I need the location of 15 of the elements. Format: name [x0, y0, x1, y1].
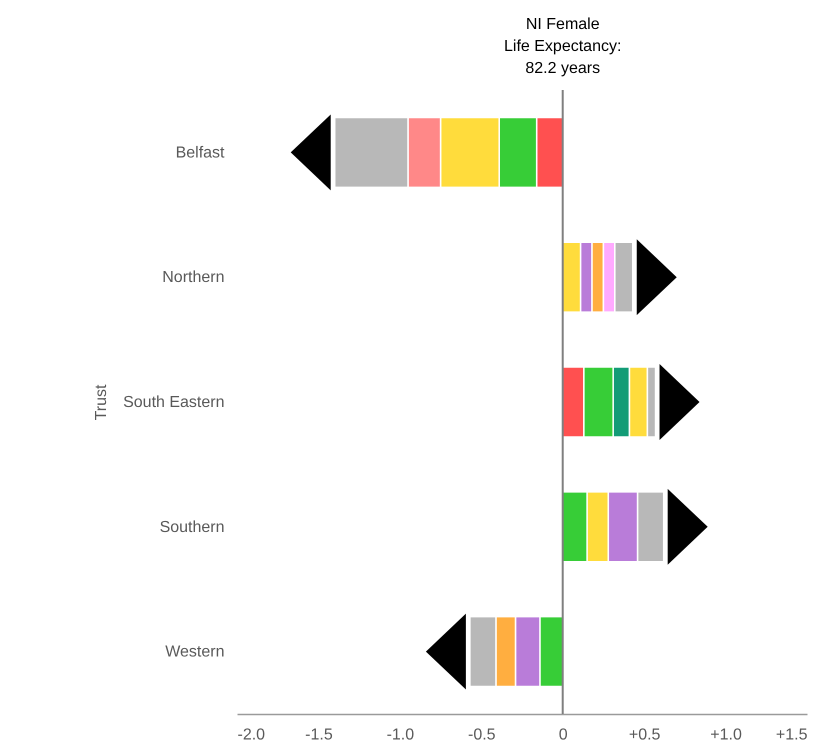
- x-tick-label: +1.5: [776, 726, 808, 744]
- y-tick-label: Southern: [160, 518, 224, 536]
- y-tick-label: Belfast: [176, 144, 226, 162]
- y-tick-label: Western: [165, 644, 224, 661]
- text: NI Female Life Expectancy: 82.2 years: [504, 16, 622, 77]
- x-tick-label: -1.5: [305, 726, 333, 744]
- x-tick-label: +1.0: [710, 726, 742, 744]
- x-tick-label: -0.5: [468, 726, 496, 744]
- x-tick-label: -2.0: [238, 726, 266, 744]
- y-tick-label: Northern: [162, 269, 224, 286]
- y-tick-label: South Eastern: [123, 394, 224, 411]
- x-tick-label: -1.0: [386, 726, 414, 744]
- x-tick-label: +0.5: [628, 726, 661, 744]
- y-axis-title: Trust: [93, 384, 110, 420]
- x-tick-label: 0: [558, 726, 568, 744]
